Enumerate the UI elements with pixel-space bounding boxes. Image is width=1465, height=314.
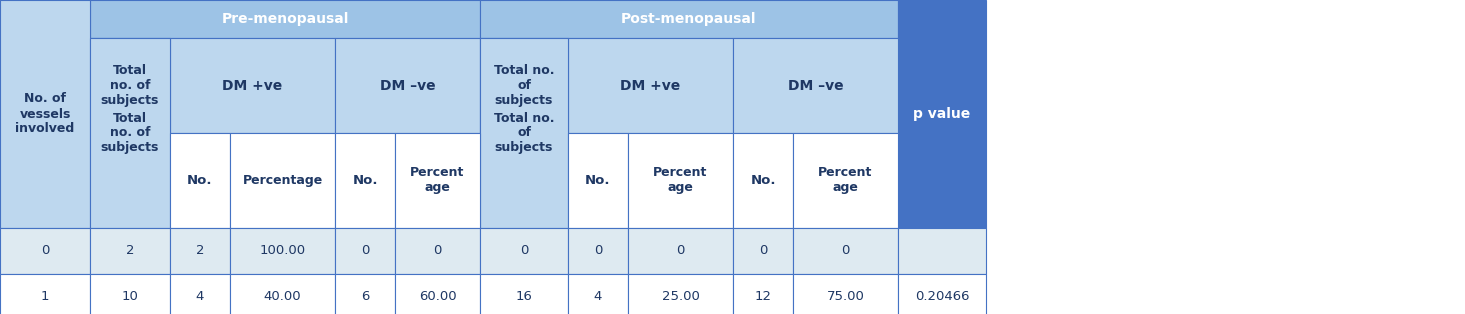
Text: 100.00: 100.00 bbox=[259, 245, 306, 257]
Text: 25.00: 25.00 bbox=[662, 290, 699, 304]
Bar bbox=[481, 0, 898, 38]
Text: Total
no. of
subjects: Total no. of subjects bbox=[101, 111, 160, 154]
Text: 0: 0 bbox=[759, 245, 768, 257]
Text: 1: 1 bbox=[41, 290, 50, 304]
Bar bbox=[89, 0, 481, 38]
Bar bbox=[898, 274, 986, 314]
Text: 0: 0 bbox=[677, 245, 684, 257]
Text: Percent
age: Percent age bbox=[410, 166, 464, 194]
Text: 4: 4 bbox=[593, 290, 602, 304]
Bar bbox=[170, 38, 335, 133]
Bar bbox=[793, 274, 898, 314]
Text: 6: 6 bbox=[360, 290, 369, 304]
Text: No.: No. bbox=[585, 174, 611, 187]
Text: 2: 2 bbox=[196, 245, 204, 257]
Text: DM +ve: DM +ve bbox=[223, 78, 283, 93]
Bar bbox=[0, 228, 89, 274]
Bar bbox=[89, 38, 170, 228]
Text: DM –ve: DM –ve bbox=[379, 78, 435, 93]
Bar bbox=[732, 228, 793, 274]
Text: 0: 0 bbox=[841, 245, 850, 257]
Text: 0: 0 bbox=[593, 245, 602, 257]
Text: 16: 16 bbox=[516, 290, 532, 304]
Bar bbox=[335, 38, 481, 133]
Bar bbox=[230, 133, 335, 228]
Text: 75.00: 75.00 bbox=[826, 290, 864, 304]
Bar bbox=[0, 38, 89, 133]
Bar bbox=[396, 228, 481, 274]
Text: 2: 2 bbox=[126, 245, 135, 257]
Text: 40.00: 40.00 bbox=[264, 290, 302, 304]
Text: Percent
age: Percent age bbox=[653, 166, 708, 194]
Text: DM –ve: DM –ve bbox=[788, 78, 844, 93]
Text: 12: 12 bbox=[754, 290, 772, 304]
Bar bbox=[335, 274, 396, 314]
Text: Percentage: Percentage bbox=[242, 174, 322, 187]
Text: 0: 0 bbox=[360, 245, 369, 257]
Bar bbox=[89, 228, 170, 274]
Text: Total
no. of
subjects: Total no. of subjects bbox=[101, 64, 160, 107]
Text: Pre-menopausal: Pre-menopausal bbox=[221, 12, 349, 26]
Bar bbox=[89, 274, 170, 314]
Bar bbox=[481, 38, 568, 133]
Bar bbox=[793, 228, 898, 274]
Text: Percent
age: Percent age bbox=[819, 166, 873, 194]
Bar bbox=[628, 274, 732, 314]
Bar bbox=[793, 133, 898, 228]
Bar bbox=[396, 274, 481, 314]
Bar bbox=[230, 228, 335, 274]
Bar bbox=[0, 0, 89, 38]
Bar bbox=[170, 228, 230, 274]
Text: 4: 4 bbox=[196, 290, 204, 304]
Bar bbox=[732, 274, 793, 314]
Bar bbox=[481, 228, 568, 274]
Text: 0.20466: 0.20466 bbox=[914, 290, 970, 304]
Text: No. of
vessels
involved: No. of vessels involved bbox=[15, 93, 75, 136]
Bar bbox=[170, 274, 230, 314]
Text: 60.00: 60.00 bbox=[419, 290, 456, 304]
Bar bbox=[481, 38, 568, 228]
Text: No.: No. bbox=[352, 174, 378, 187]
Bar bbox=[0, 0, 89, 228]
Text: Total no.
of
subjects: Total no. of subjects bbox=[494, 64, 554, 107]
Bar bbox=[396, 133, 481, 228]
Bar bbox=[568, 274, 628, 314]
Text: DM +ve: DM +ve bbox=[620, 78, 681, 93]
Text: Post-menopausal: Post-menopausal bbox=[621, 12, 757, 26]
Bar bbox=[568, 228, 628, 274]
Text: Total no.
of
subjects: Total no. of subjects bbox=[494, 111, 554, 154]
Bar bbox=[628, 133, 732, 228]
Text: 0: 0 bbox=[41, 245, 50, 257]
Bar bbox=[628, 228, 732, 274]
Bar bbox=[230, 274, 335, 314]
Bar bbox=[568, 38, 732, 133]
Bar bbox=[89, 38, 170, 133]
Text: 0: 0 bbox=[520, 245, 529, 257]
Bar bbox=[898, 228, 986, 274]
Bar bbox=[335, 133, 396, 228]
Bar bbox=[898, 0, 986, 228]
Bar bbox=[335, 228, 396, 274]
Bar bbox=[568, 133, 628, 228]
Text: 10: 10 bbox=[122, 290, 138, 304]
Text: p value: p value bbox=[913, 107, 971, 121]
Bar bbox=[0, 274, 89, 314]
Text: No.: No. bbox=[750, 174, 776, 187]
Bar bbox=[732, 38, 898, 133]
Bar bbox=[170, 133, 230, 228]
Bar bbox=[732, 133, 793, 228]
Text: 0: 0 bbox=[434, 245, 441, 257]
Bar bbox=[481, 274, 568, 314]
Text: No.: No. bbox=[188, 174, 212, 187]
